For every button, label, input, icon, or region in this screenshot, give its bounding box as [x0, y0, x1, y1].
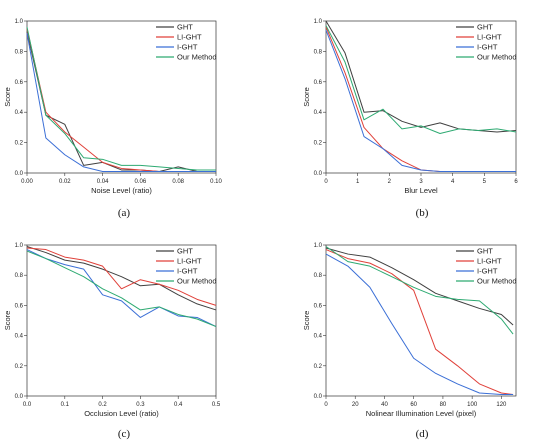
- x-tick-label: 0.04: [97, 179, 109, 185]
- panel-caption: (d): [416, 428, 429, 440]
- legend-entry: LI-GHT: [177, 33, 202, 42]
- series-line-ght: [325, 20, 517, 133]
- series-line-our-method: [26, 250, 217, 328]
- series-line-our-method: [325, 25, 517, 134]
- x-tick-label: 2: [388, 179, 392, 185]
- series-line-ght: [26, 246, 217, 311]
- x-tick-label: 0.0: [23, 402, 32, 408]
- x-tick-label: 0.08: [172, 179, 184, 185]
- y-tick-label: 0.4: [15, 110, 24, 116]
- series-line-li-ght: [325, 249, 514, 395]
- y-tick-label: 1.0: [15, 19, 24, 25]
- x-tick-label: 100: [467, 402, 478, 408]
- series-line-our-method: [325, 246, 514, 335]
- legend-entry: I-GHT: [477, 43, 498, 52]
- x-tick-label: 0: [324, 179, 328, 185]
- x-tick-label: 0.00: [21, 179, 33, 185]
- legend-entry: GHT: [477, 23, 493, 32]
- x-tick-label: 6: [514, 179, 518, 185]
- y-axis-label: Score: [302, 311, 311, 331]
- x-tick-label: 4: [451, 179, 455, 185]
- y-axis-label: Score: [3, 87, 12, 107]
- legend-entry: I-GHT: [177, 267, 198, 276]
- y-tick-label: 1.0: [15, 243, 24, 249]
- x-tick-label: 5: [483, 179, 487, 185]
- y-tick-label: 1.0: [314, 243, 323, 249]
- x-tick-label: 0.3: [136, 402, 145, 408]
- x-axis-label: Nolinear Illumination Level (pixel): [366, 409, 477, 418]
- legend-entry: Our Method: [477, 277, 517, 286]
- y-tick-label: 0.0: [15, 394, 24, 400]
- y-tick-label: 0.8: [314, 273, 323, 279]
- x-tick-label: 0: [324, 402, 328, 408]
- panel-caption: (b): [416, 207, 429, 219]
- x-tick-label: 0.2: [98, 402, 107, 408]
- legend-entry: Our Method: [477, 53, 517, 62]
- legend-entry: GHT: [177, 247, 193, 256]
- x-tick-label: 0.5: [212, 402, 221, 408]
- series-line-i-ght: [325, 253, 514, 395]
- y-tick-label: 0.4: [15, 334, 24, 340]
- series-line-ght: [325, 247, 514, 326]
- chart-panel-c: 0.0 0.1 0.2 0.3 0.4 0.5 0.0 0.2 0.4 0.6 0.8 1.0 Occl…: [3, 243, 221, 440]
- plot-frame: [26, 20, 217, 174]
- y-tick-label: 0.2: [15, 141, 24, 147]
- y-tick-label: 0.6: [15, 80, 24, 86]
- legend-entry: Our Method: [177, 53, 217, 62]
- y-tick-label: 0.2: [314, 141, 323, 147]
- panel-caption: (c): [118, 428, 131, 440]
- y-tick-label: 0.0: [15, 171, 24, 177]
- chart-panel-a: 0.00 0.02 0.04 0.06 0.08 0.10 0.0 0.2 0.4 0.6 0.8 1…: [3, 19, 222, 219]
- y-tick-label: 0.4: [314, 334, 323, 340]
- legend-entry: GHT: [477, 247, 493, 256]
- y-tick-label: 0.6: [15, 303, 24, 309]
- y-tick-label: 0.2: [15, 364, 24, 370]
- y-axis-label: Score: [3, 311, 12, 331]
- x-tick-label: 40: [381, 402, 388, 408]
- y-tick-label: 0.8: [15, 273, 24, 279]
- plot-frame: [325, 244, 517, 397]
- chart-panel-d: 0 20 40 60 80 100 120 0.0 0.2 0.4 0.6 0.8 1.0 Nolinea…: [302, 243, 517, 440]
- chart-panel-b: 0 1 2 3 4 5 6 0.0 0.2 0.4 0.6 0.8 1.0 Blur Level Score…: [302, 19, 518, 219]
- legend-entry: I-GHT: [477, 267, 498, 276]
- x-tick-label: 20: [352, 402, 359, 408]
- x-tick-label: 80: [440, 402, 447, 408]
- x-axis-label: Blur Level: [404, 186, 438, 195]
- y-axis-label: Score: [302, 87, 311, 107]
- x-tick-label: 60: [410, 402, 417, 408]
- x-tick-label: 3: [419, 179, 423, 185]
- y-tick-label: 0.8: [314, 49, 323, 55]
- y-tick-label: 0.4: [314, 110, 323, 116]
- y-tick-label: 0.6: [314, 303, 323, 309]
- x-tick-label: 0.1: [61, 402, 70, 408]
- x-axis-label: Noise Level (ratio): [91, 186, 152, 195]
- plot-frame: [26, 244, 217, 397]
- x-tick-label: 0.4: [174, 402, 183, 408]
- panel-caption: (a): [118, 207, 131, 219]
- legend-entry: I-GHT: [177, 43, 198, 52]
- series-line-ght: [26, 31, 216, 172]
- y-tick-label: 0.2: [314, 364, 323, 370]
- x-tick-label: 1: [356, 179, 360, 185]
- x-tick-label: 0.02: [59, 179, 71, 185]
- legend-entry: LI-GHT: [477, 33, 502, 42]
- series-line-i-ght: [325, 29, 516, 172]
- series-line-i-ght: [26, 33, 216, 172]
- y-tick-label: 0.8: [15, 49, 24, 55]
- y-tick-label: 0.6: [314, 80, 323, 86]
- legend-entry: Our Method: [177, 277, 217, 286]
- y-tick-label: 0.0: [314, 394, 323, 400]
- x-axis-label: Occlusion Level (ratio): [84, 409, 159, 418]
- x-tick-label: 120: [496, 402, 507, 408]
- legend-entry: LI-GHT: [477, 257, 502, 266]
- x-tick-label: 0.10: [210, 179, 222, 185]
- x-tick-label: 0.06: [135, 179, 147, 185]
- legend-entry: GHT: [177, 23, 193, 32]
- y-tick-label: 0.0: [314, 171, 323, 177]
- legend-entry: LI-GHT: [177, 257, 202, 266]
- series-line-our-method: [26, 26, 216, 171]
- y-tick-label: 1.0: [314, 19, 323, 25]
- series-line-li-ght: [26, 247, 217, 306]
